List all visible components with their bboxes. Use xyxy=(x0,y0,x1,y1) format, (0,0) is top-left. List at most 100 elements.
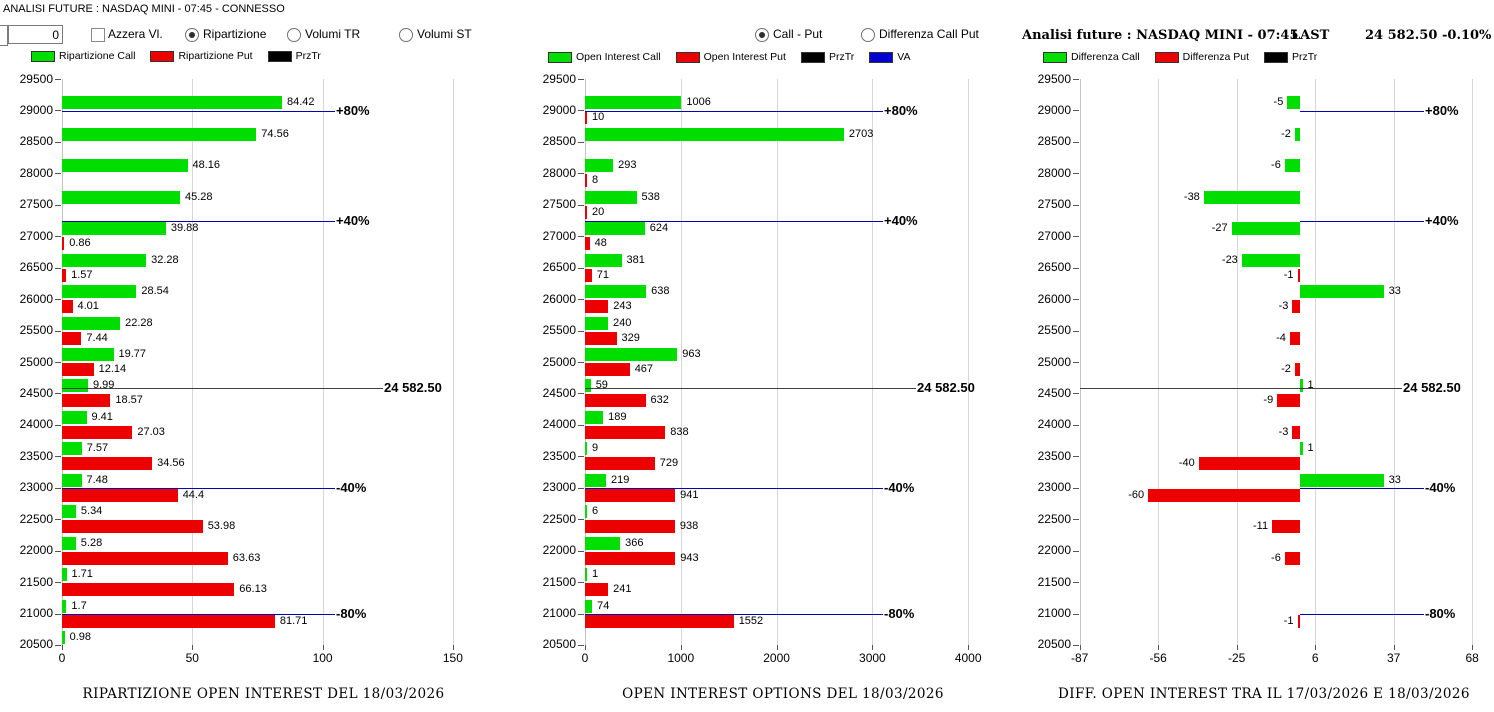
legend-swatch xyxy=(548,51,572,63)
azzera-checkbox[interactable] xyxy=(91,28,105,42)
bar-value-label: 63.63 xyxy=(232,551,261,564)
va-line-label: -80% xyxy=(884,606,915,622)
va-line-label: -80% xyxy=(1425,606,1456,622)
va-line xyxy=(585,488,883,490)
put-bar xyxy=(585,457,655,471)
put-bar xyxy=(585,614,734,628)
va-line-label: +80% xyxy=(336,103,370,119)
y-tick xyxy=(55,613,61,615)
call-bar xyxy=(585,379,591,393)
y-tick-label: 23000 xyxy=(19,480,53,495)
radio-call-put-label: Call - Put xyxy=(773,27,823,41)
y-tick-label: 27500 xyxy=(19,197,53,212)
call-bar xyxy=(585,473,606,487)
y-tick-label: 29500 xyxy=(542,71,576,86)
gridline xyxy=(1158,79,1160,645)
call-bar xyxy=(62,536,76,550)
price-line-label: 24 582.50 xyxy=(917,380,975,396)
put-bar xyxy=(1297,614,1300,628)
y-tick xyxy=(578,613,584,615)
call-bar xyxy=(62,505,76,519)
y-tick xyxy=(578,456,584,458)
price-line xyxy=(585,388,916,390)
y-tick-label: 29500 xyxy=(1037,71,1071,86)
legend-item: PrzTr xyxy=(800,51,854,63)
gridline xyxy=(1393,79,1395,645)
gridline xyxy=(322,79,324,645)
put-bar xyxy=(62,394,111,408)
bar-value-label: 219 xyxy=(611,473,630,486)
call-bar xyxy=(62,599,67,613)
legend-swatch xyxy=(1264,51,1289,63)
va-line xyxy=(62,488,335,490)
gridline xyxy=(680,79,682,645)
y-tick-label: 29000 xyxy=(1037,102,1071,117)
x-tick-label: 6 xyxy=(1311,650,1319,665)
spin-control-partial[interactable] xyxy=(0,25,8,46)
bar-value-label: -9 xyxy=(1263,394,1274,407)
legend-label: VA xyxy=(897,51,911,63)
y-tick xyxy=(1073,582,1079,583)
y-tick xyxy=(578,330,584,332)
y-tick-label: 21000 xyxy=(542,606,576,620)
y-tick xyxy=(55,79,61,80)
call-bar xyxy=(62,222,166,236)
legend-swatch xyxy=(800,51,825,63)
va-line-label: +40% xyxy=(884,213,918,229)
bar-value-label: -23 xyxy=(1221,253,1238,266)
x-tick-label: 1000 xyxy=(667,650,695,665)
x-tick-label: 50 xyxy=(185,650,199,665)
last-value: 24 582.50 xyxy=(1365,28,1438,43)
value-input[interactable] xyxy=(8,25,63,44)
y-axis-line xyxy=(62,79,63,645)
bar-value-label: 18.57 xyxy=(115,394,143,407)
y-tick-label: 21500 xyxy=(19,574,53,589)
radio-differenza-call-put[interactable] xyxy=(861,28,875,42)
bar-value-label: 838 xyxy=(670,425,689,438)
call-bar xyxy=(585,536,621,550)
y-tick xyxy=(55,267,61,269)
y-tick xyxy=(578,110,584,112)
bar-value-label: 366 xyxy=(625,536,644,549)
gridline xyxy=(452,79,454,645)
y-tick xyxy=(55,173,61,175)
y-tick-label: 22000 xyxy=(542,543,576,558)
put-bar xyxy=(62,425,133,439)
put-bar xyxy=(1284,551,1300,565)
legend-label: Ripartizione Call xyxy=(59,50,136,62)
radio-ripartizione[interactable] xyxy=(185,28,199,42)
x-tick xyxy=(872,644,874,650)
y-tick-label: 29000 xyxy=(542,102,576,117)
legend-item: PrzTr xyxy=(267,50,321,62)
legend-label: PrzTr xyxy=(295,50,321,62)
radio-volumi-st[interactable] xyxy=(399,28,413,42)
va-line-label: +80% xyxy=(1425,103,1459,119)
call-bar xyxy=(1231,222,1300,236)
call-bar xyxy=(585,127,844,141)
y-tick-label: 22000 xyxy=(19,543,53,558)
legend-open-interest: Open Interest Call Open Interest Put PrzTr… xyxy=(548,51,910,63)
radio-volumi-tr[interactable] xyxy=(287,28,301,42)
put-bar xyxy=(62,614,275,628)
y-tick xyxy=(578,362,584,363)
y-tick-label: 21500 xyxy=(542,574,576,589)
y-tick-label: 20500 xyxy=(542,637,576,652)
call-bar xyxy=(585,96,682,110)
x-tick-label: 0 xyxy=(581,650,589,665)
y-tick xyxy=(578,79,584,80)
call-bar xyxy=(62,348,114,361)
put-bar xyxy=(62,300,73,314)
y-tick-label: 20500 xyxy=(1037,637,1071,652)
bar-value-label: 53.98 xyxy=(207,520,236,533)
call-bar xyxy=(62,190,180,204)
call-bar xyxy=(62,473,82,487)
y-tick-label: 20500 xyxy=(19,637,53,652)
bar-value-label: 329 xyxy=(621,331,640,344)
radio-call-put[interactable] xyxy=(755,28,769,42)
bar-value-label: 8 xyxy=(592,174,599,187)
put-bar xyxy=(1198,457,1300,471)
y-axis-line xyxy=(585,79,586,645)
x-tick-label: 0 xyxy=(58,650,66,665)
y-tick xyxy=(1073,550,1079,552)
legend-swatch xyxy=(150,50,175,62)
